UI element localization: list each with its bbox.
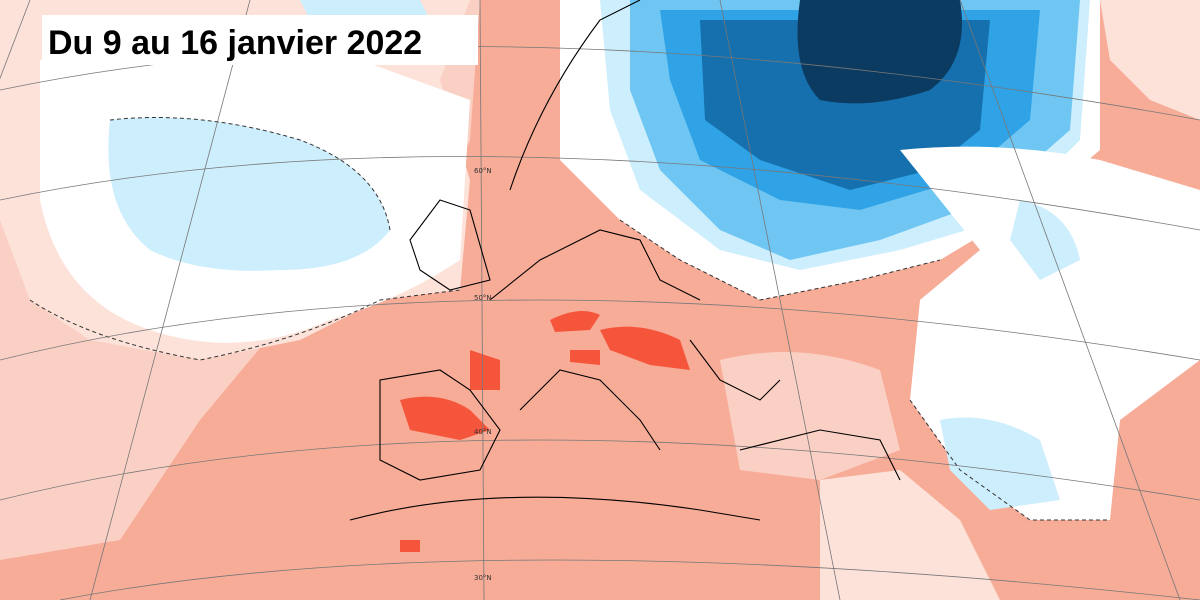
latitude-label: 30°N: [474, 574, 492, 582]
latitude-label: 50°N: [474, 294, 492, 302]
title-box: [42, 15, 478, 65]
map-title: Du 9 au 16 janvier 2022: [48, 24, 422, 62]
zero-contours: [29, 117, 1110, 521]
latitude-labels: 60°N 50°N 40°N 30°N: [474, 167, 492, 582]
latitude-label: 60°N: [474, 167, 492, 175]
latitude-label: 40°N: [474, 428, 492, 436]
coastlines: [349, 0, 901, 521]
